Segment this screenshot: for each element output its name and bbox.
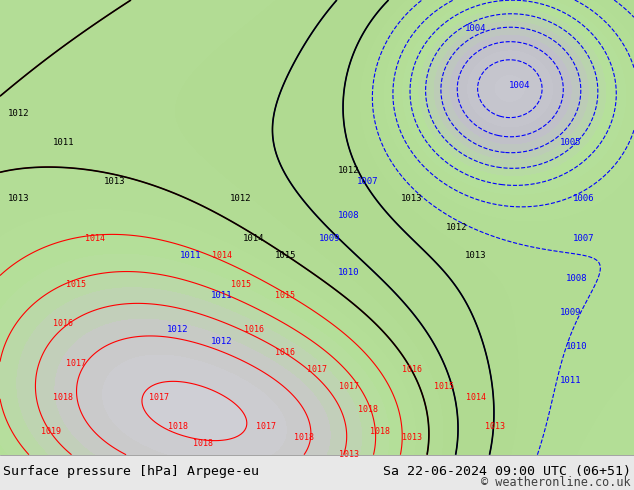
Text: 1018: 1018: [193, 439, 213, 448]
Text: 1007: 1007: [357, 177, 378, 186]
Text: 1014: 1014: [212, 251, 232, 260]
Text: 1013: 1013: [103, 177, 125, 186]
Text: 1018: 1018: [294, 433, 314, 442]
Text: 1014: 1014: [465, 393, 486, 402]
Text: 1019: 1019: [41, 427, 61, 437]
Text: Sa 22-06-2024 09:00 UTC (06+51): Sa 22-06-2024 09:00 UTC (06+51): [383, 466, 631, 478]
Text: 1014: 1014: [243, 234, 264, 243]
Text: 1015: 1015: [434, 382, 454, 391]
Text: 1013: 1013: [339, 450, 359, 459]
Text: 1012: 1012: [338, 166, 359, 175]
Text: 1017: 1017: [148, 393, 169, 402]
Text: 1017: 1017: [307, 365, 327, 374]
Text: 1013: 1013: [401, 195, 423, 203]
Text: 1010: 1010: [338, 269, 359, 277]
Text: 1017: 1017: [256, 422, 276, 431]
Text: © weatheronline.co.uk: © weatheronline.co.uk: [481, 476, 631, 490]
Text: 1017: 1017: [339, 382, 359, 391]
Text: 1004: 1004: [465, 24, 486, 33]
Text: 1012: 1012: [230, 195, 252, 203]
Text: 1016: 1016: [243, 325, 264, 334]
Text: 1018: 1018: [370, 427, 391, 437]
Text: 1008: 1008: [566, 274, 588, 283]
Text: 1011: 1011: [560, 376, 581, 385]
Text: 1009: 1009: [560, 308, 581, 317]
Text: 1018: 1018: [53, 393, 74, 402]
Text: 1015: 1015: [231, 280, 251, 289]
Text: 1011: 1011: [211, 291, 233, 300]
Text: 1014: 1014: [85, 234, 105, 243]
Text: 1009: 1009: [319, 234, 340, 243]
Text: 1013: 1013: [465, 251, 486, 260]
Text: 1016: 1016: [275, 348, 295, 357]
Text: 1013: 1013: [8, 195, 30, 203]
Text: 1015: 1015: [66, 280, 86, 289]
Text: 1008: 1008: [338, 212, 359, 220]
Text: 1013: 1013: [484, 422, 505, 431]
Text: 1010: 1010: [566, 342, 588, 351]
Text: 1012: 1012: [211, 337, 233, 345]
Text: 1004: 1004: [509, 81, 531, 90]
Text: 1011: 1011: [179, 251, 201, 260]
Text: Surface pressure [hPa] Arpege-eu: Surface pressure [hPa] Arpege-eu: [3, 466, 259, 478]
Text: 1015: 1015: [275, 251, 296, 260]
Text: 1011: 1011: [53, 138, 74, 147]
Text: 1017: 1017: [66, 359, 86, 368]
Text: 1018: 1018: [167, 422, 188, 431]
Text: 1006: 1006: [573, 195, 594, 203]
Text: 1012: 1012: [446, 223, 467, 232]
Text: 1015: 1015: [275, 291, 295, 300]
Text: 1018: 1018: [358, 405, 378, 414]
Text: 1012: 1012: [8, 109, 30, 118]
Text: 1013: 1013: [402, 433, 422, 442]
Text: 1005: 1005: [560, 138, 581, 147]
Text: 1012: 1012: [167, 325, 188, 334]
Text: 1016: 1016: [402, 365, 422, 374]
Text: 1007: 1007: [573, 234, 594, 243]
Text: 1016: 1016: [53, 319, 74, 328]
